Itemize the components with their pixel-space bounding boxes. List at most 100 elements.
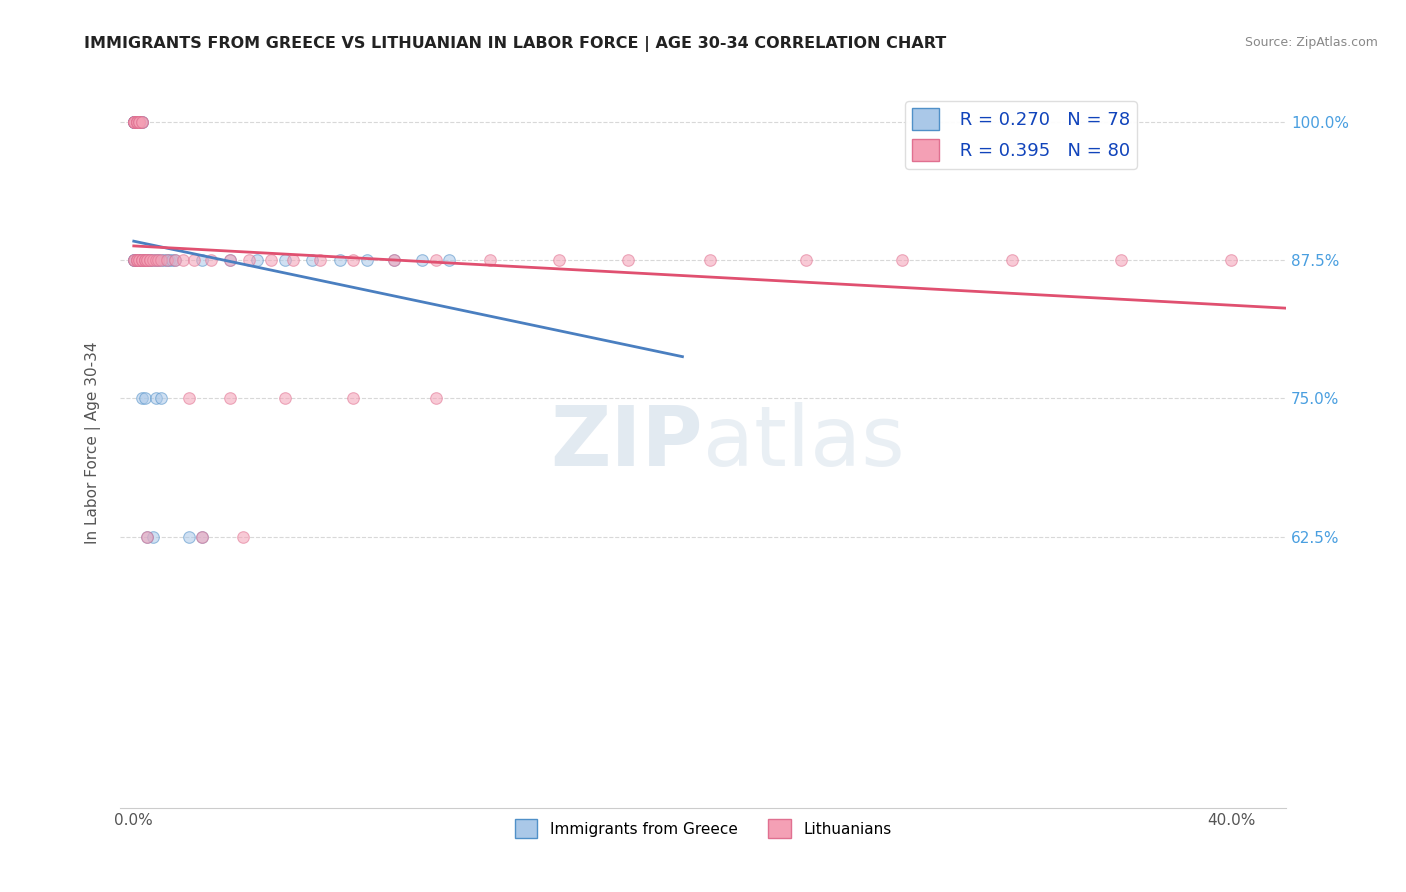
Point — [142, 252, 165, 267]
Point — [128, 252, 150, 267]
Point — [139, 252, 162, 267]
Point — [125, 252, 148, 267]
Point — [382, 252, 405, 267]
Point — [411, 252, 433, 267]
Point — [125, 114, 148, 128]
Point — [125, 114, 148, 128]
Point — [128, 252, 150, 267]
Point — [128, 114, 150, 128]
Point — [131, 114, 153, 128]
Point — [163, 252, 186, 267]
Point — [163, 252, 186, 267]
Point — [122, 252, 145, 267]
Point — [128, 114, 150, 128]
Point — [177, 392, 200, 406]
Point — [425, 392, 447, 406]
Point — [122, 114, 145, 128]
Point — [548, 252, 571, 267]
Point — [125, 114, 148, 128]
Point — [142, 252, 165, 267]
Point — [273, 392, 295, 406]
Point — [125, 114, 148, 128]
Point — [125, 114, 148, 128]
Text: Source: ZipAtlas.com: Source: ZipAtlas.com — [1244, 36, 1378, 49]
Point — [139, 252, 162, 267]
Point — [122, 252, 145, 267]
Point — [160, 252, 183, 267]
Point — [128, 114, 150, 128]
Point — [131, 252, 153, 267]
Point — [246, 252, 269, 267]
Point — [1220, 252, 1243, 267]
Point — [131, 114, 153, 128]
Point — [273, 252, 295, 267]
Point — [172, 252, 194, 267]
Point — [699, 252, 721, 267]
Point — [125, 114, 148, 128]
Point — [145, 252, 167, 267]
Legend: Immigrants from Greece, Lithuanians: Immigrants from Greece, Lithuanians — [509, 814, 897, 844]
Point — [128, 252, 150, 267]
Point — [125, 114, 148, 128]
Point — [125, 114, 148, 128]
Point — [122, 252, 145, 267]
Point — [134, 252, 156, 267]
Point — [125, 114, 148, 128]
Point — [131, 252, 153, 267]
Point — [122, 114, 145, 128]
Point — [1001, 252, 1024, 267]
Point — [616, 252, 638, 267]
Point — [136, 530, 159, 544]
Point — [150, 392, 173, 406]
Text: atlas: atlas — [703, 402, 904, 483]
Point — [131, 114, 153, 128]
Point — [159, 252, 181, 267]
Point — [136, 530, 159, 544]
Point — [128, 114, 150, 128]
Point — [139, 252, 162, 267]
Point — [238, 252, 260, 267]
Point — [125, 252, 148, 267]
Point — [794, 252, 817, 267]
Point — [139, 252, 162, 267]
Point — [131, 252, 153, 267]
Point — [218, 252, 240, 267]
Point — [134, 252, 156, 267]
Point — [156, 252, 179, 267]
Point — [134, 252, 156, 267]
Point — [301, 252, 323, 267]
Point — [122, 114, 145, 128]
Point — [128, 252, 150, 267]
Point — [128, 252, 150, 267]
Point — [122, 114, 145, 128]
Point — [260, 252, 283, 267]
Y-axis label: In Labor Force | Age 30-34: In Labor Force | Age 30-34 — [86, 342, 101, 544]
Point — [200, 252, 222, 267]
Point — [439, 252, 461, 267]
Point — [125, 252, 148, 267]
Point — [128, 114, 150, 128]
Point — [342, 392, 364, 406]
Point — [128, 252, 150, 267]
Point — [125, 252, 148, 267]
Point — [122, 114, 145, 128]
Point — [177, 530, 200, 544]
Point — [191, 530, 214, 544]
Point — [425, 252, 447, 267]
Text: ZIP: ZIP — [551, 402, 703, 483]
Point — [134, 252, 156, 267]
Point — [122, 114, 145, 128]
Point — [122, 114, 145, 128]
Point — [125, 114, 148, 128]
Point — [131, 252, 153, 267]
Point — [131, 252, 153, 267]
Point — [479, 252, 502, 267]
Point — [122, 114, 145, 128]
Point — [382, 252, 405, 267]
Point — [125, 114, 148, 128]
Point — [125, 114, 148, 128]
Point — [136, 252, 159, 267]
Point — [356, 252, 378, 267]
Point — [125, 252, 148, 267]
Point — [136, 252, 159, 267]
